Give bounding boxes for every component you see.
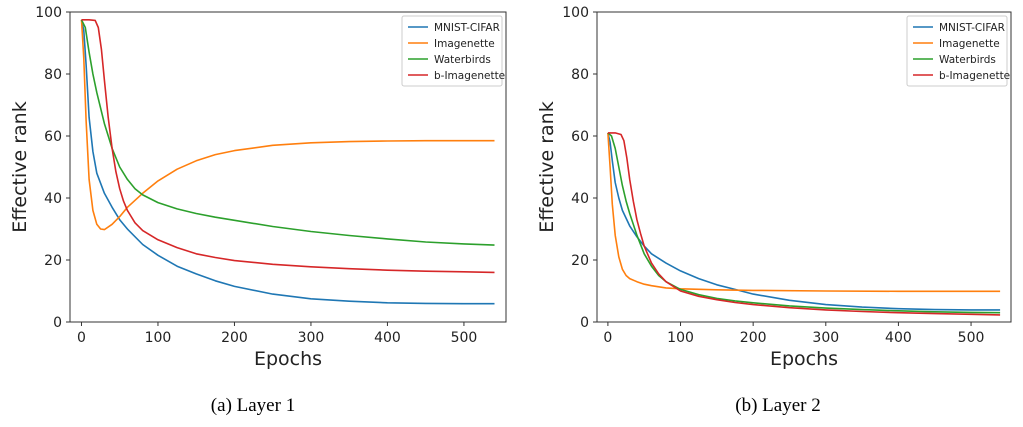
x-tick-label: 100 [667,330,694,346]
legend-box [906,15,1008,87]
legend-label: Waterbirds [939,54,996,66]
series-line-imagenette [607,132,1001,293]
y-tick-label: 80 [44,67,62,83]
legend-label: Imagenette [939,38,1000,50]
x-tick-label: 500 [451,330,478,346]
y-tick-label: 100 [35,5,62,21]
x-tick-label: 200 [221,330,248,346]
x-tick-label: 0 [77,330,86,346]
legend-label: MNIST-CIFAR [939,22,1005,34]
legend: MNIST-CIFAR Imagenette Waterbirds b-Imagene… [401,15,505,87]
series-line-mnist-cifar [80,19,495,305]
x-tick-label: 300 [298,330,325,346]
y-tick-label: 40 [571,191,589,207]
y-tick-label: 20 [571,253,589,269]
y-tick-label: 100 [562,5,589,21]
y-tick-label: 80 [571,67,589,83]
x-tick-label: 400 [374,330,401,346]
y-axis-label: Effective rank [536,101,558,232]
x-axis-label: Epochs [254,348,322,370]
series-line-mnist-cifar [607,132,1001,311]
chart-layer-1: 0 100 200 300 400 500 0 20 40 60 80 100 Epochs Effect… [9,5,507,370]
legend-label: Waterbirds [434,54,491,66]
legend-box [401,15,503,87]
y-tick-label: 60 [571,129,589,145]
y-axis-label: Effective rank [9,101,31,232]
legend-label: b-Imagenette [939,70,1010,82]
y-tick-label: 0 [580,315,589,331]
x-axis-label: Epochs [770,348,838,370]
series-line-waterbirds [80,19,495,246]
caption-layer-2: (b) Layer 2 [735,395,821,416]
legend: MNIST-CIFAR Imagenette Waterbirds b-Imagene… [906,15,1010,87]
x-tick-label: 200 [740,330,767,346]
legend-label: MNIST-CIFAR [434,22,500,34]
y-tick-label: 0 [53,315,62,331]
series-line-imagenette [80,19,495,231]
y-tick-label: 60 [44,129,62,145]
y-tick-label: 40 [44,191,62,207]
plot-frame [69,11,507,323]
x-tick-label: 500 [958,330,985,346]
series-line-waterbirds [607,132,1001,314]
series-line-b-imagenette [81,19,495,274]
caption-layer-1: (a) Layer 1 [210,395,296,416]
chart-layer-2: 0 100 200 300 400 500 0 20 40 60 80 100 Epochs Effect… [536,5,1012,370]
x-tick-label: 300 [812,330,839,346]
x-tick-label: 0 [603,330,612,346]
x-tick-label: 400 [885,330,912,346]
legend-label: Imagenette [434,38,495,50]
legend-label: b-Imagenette [434,70,505,82]
plot-frame [596,11,1012,323]
y-tick-label: 20 [44,253,62,269]
x-tick-label: 100 [145,330,172,346]
series-line-b-imagenette [607,132,1001,316]
